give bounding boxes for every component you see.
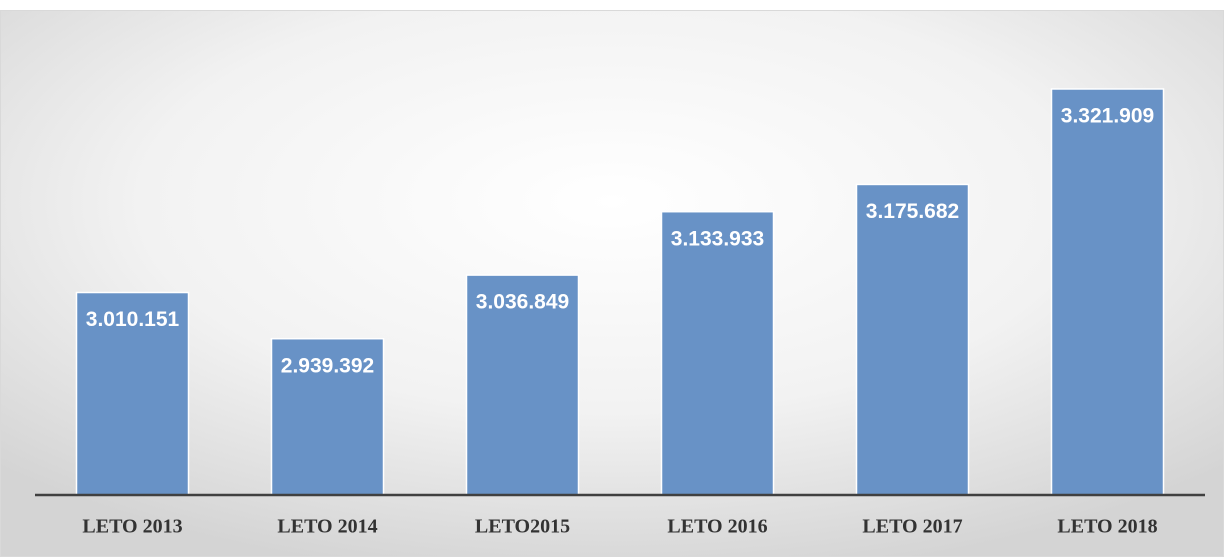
data-label: 3.010.151 [86,308,180,331]
data-label: 3.133.933 [671,227,764,250]
data-label: 3.175.682 [866,200,959,223]
x-tick-label: LETO 2016 [667,516,767,538]
bar [270,337,385,496]
x-tick-label: LETO 2018 [1057,516,1157,538]
bar [465,274,580,496]
data-label: 3.036.849 [476,291,569,314]
data-label: 2.939.392 [281,354,374,377]
x-tick-label: LETO2015 [475,516,570,538]
bar [660,210,775,496]
x-tick-label: LETO 2014 [277,516,377,538]
chart-background [0,10,1224,557]
bar [855,183,970,496]
x-tick-label: LETO 2013 [82,516,182,538]
bar [75,291,190,496]
bar [1050,88,1165,496]
x-tick-label: LETO 2017 [862,516,962,538]
data-label: 3.321.909 [1061,105,1154,128]
